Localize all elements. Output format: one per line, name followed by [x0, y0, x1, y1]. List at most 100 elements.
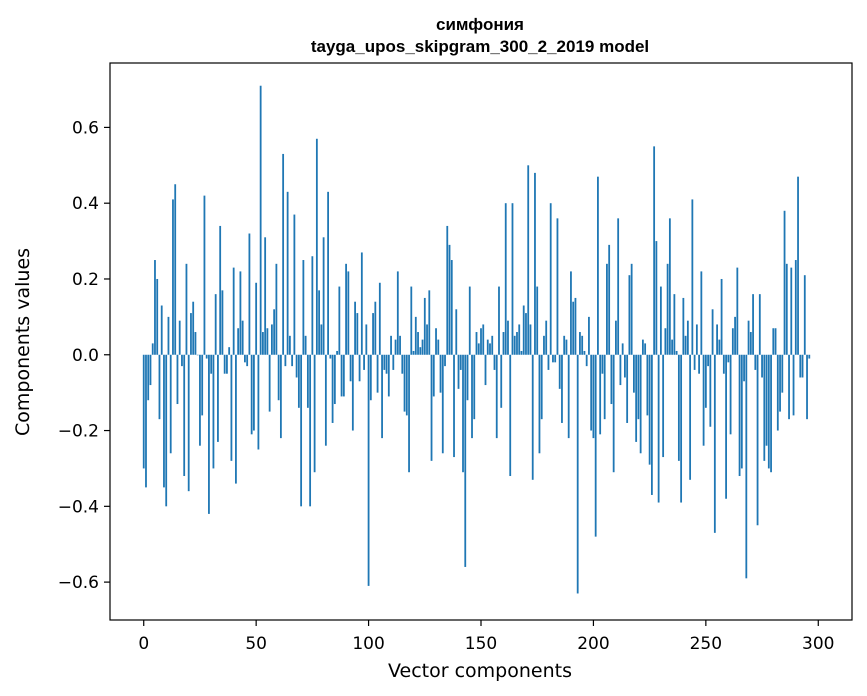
bar [574, 297, 577, 355]
bar [534, 172, 536, 355]
y-tick-label: 0.0 [72, 346, 99, 366]
bar [563, 335, 566, 355]
bar [749, 332, 752, 355]
bar [635, 354, 638, 442]
bar [644, 343, 647, 355]
bar [275, 263, 278, 355]
bar [345, 263, 347, 355]
bar [529, 324, 532, 355]
bar [794, 260, 797, 355]
bar [154, 260, 156, 355]
bar [722, 354, 725, 374]
bar [475, 332, 478, 355]
bar [223, 354, 226, 374]
bar [785, 263, 788, 355]
bar [212, 354, 215, 469]
bar [527, 165, 530, 355]
bar [675, 350, 678, 355]
bar [232, 267, 235, 355]
bar [543, 335, 545, 355]
bar [190, 313, 192, 355]
bar [354, 301, 356, 355]
bar [491, 335, 494, 355]
y-tick-label: 0.4 [72, 194, 99, 214]
bar [603, 354, 606, 420]
bar [426, 324, 428, 355]
bar [788, 354, 790, 420]
x-tick-label: 100 [352, 634, 384, 654]
bar [770, 354, 772, 473]
bar [511, 203, 514, 355]
bar [365, 324, 368, 355]
bar [313, 354, 316, 473]
bar [381, 354, 383, 439]
bar [500, 354, 503, 408]
bar [776, 354, 779, 431]
bar [565, 339, 568, 355]
bar [372, 313, 374, 355]
bar [149, 354, 152, 386]
bar [713, 354, 716, 533]
bar [682, 297, 685, 355]
bar [383, 354, 386, 370]
bar [390, 335, 392, 355]
bar [273, 309, 276, 355]
bar [677, 354, 680, 461]
bar [250, 354, 253, 435]
bar [459, 354, 462, 370]
x-tick-label: 200 [577, 634, 609, 654]
bar [194, 332, 197, 355]
bar [480, 328, 482, 355]
bar [295, 354, 298, 378]
bar [387, 354, 390, 397]
bar [374, 301, 377, 355]
bar [695, 324, 698, 355]
bar [621, 343, 624, 355]
bar [156, 278, 159, 355]
bar [711, 309, 714, 355]
bar [356, 313, 359, 355]
bar [145, 354, 147, 488]
bar [158, 354, 161, 420]
bar [653, 146, 656, 355]
bar [531, 354, 534, 480]
bar [797, 176, 799, 355]
bar [471, 354, 473, 439]
bar [302, 260, 305, 355]
bar [403, 354, 406, 412]
bar [763, 354, 766, 461]
bar [576, 354, 579, 594]
bar [394, 339, 397, 355]
x-axis-ticks: 0 50 100 150 200 250 300 [138, 620, 834, 654]
bar [288, 335, 291, 355]
bar [205, 354, 208, 359]
bar [293, 214, 296, 355]
x-tick-label: 250 [690, 634, 722, 654]
bar [639, 354, 642, 454]
bar [342, 354, 345, 397]
bar [509, 354, 512, 477]
bar [709, 354, 712, 427]
bar [740, 354, 743, 469]
bar [608, 244, 611, 355]
bar [430, 354, 433, 461]
bar [192, 301, 195, 355]
bar [450, 260, 453, 355]
bar [178, 320, 181, 355]
bar [360, 252, 363, 355]
bar [309, 354, 312, 507]
bar [147, 354, 150, 401]
bar [462, 354, 464, 473]
bar [504, 203, 507, 355]
bar [547, 354, 550, 370]
bar [169, 354, 172, 454]
bar [489, 343, 491, 355]
bar [408, 354, 410, 473]
bar [689, 354, 692, 480]
bar [423, 297, 426, 355]
bar [612, 354, 615, 473]
bar [174, 184, 177, 355]
bar [518, 324, 521, 355]
bar [369, 354, 372, 401]
bar [439, 354, 442, 393]
